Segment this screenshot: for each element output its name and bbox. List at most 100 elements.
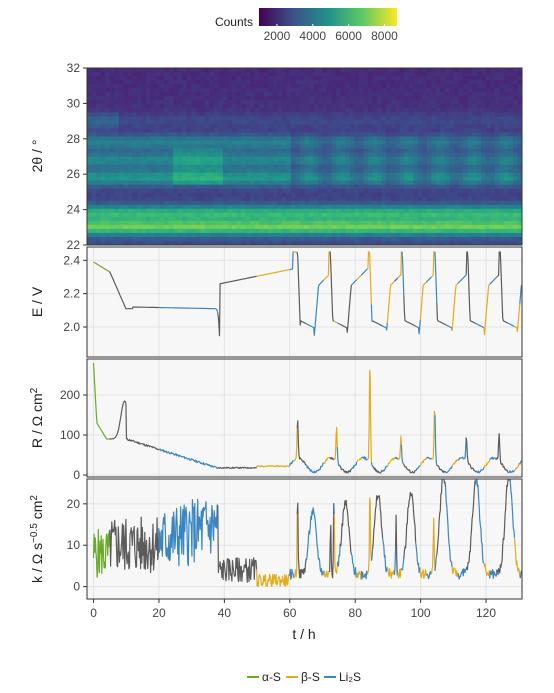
heatmap-cell	[363, 156, 369, 162]
heatmap-cell	[186, 92, 192, 97]
heatmap-cell	[422, 168, 428, 174]
heatmap-cell	[241, 100, 247, 105]
heatmap-cell	[173, 228, 179, 234]
heatmap-cell	[404, 236, 410, 242]
heatmap-cell	[204, 168, 210, 174]
resistance-line	[387, 457, 395, 467]
heatmap-cell	[386, 236, 392, 242]
heatmap-cell	[399, 140, 405, 146]
heatmap-cell	[227, 136, 233, 142]
heatmap-cell	[154, 188, 161, 194]
heatmap-cell	[213, 200, 220, 206]
heatmap-cell	[286, 232, 292, 238]
heatmap-cell	[354, 216, 360, 222]
heatmap-cell	[136, 132, 142, 137]
heatmap-cell	[268, 224, 274, 230]
heatmap-cell	[204, 152, 210, 158]
heatmap-cell	[123, 100, 129, 105]
heatmap-cell	[281, 184, 287, 190]
heatmap-cell	[204, 236, 210, 242]
heatmap-cell	[168, 208, 174, 214]
heatmap-cell	[177, 164, 183, 170]
heatmap-cell	[463, 152, 469, 158]
heatmap-cell	[476, 164, 482, 170]
colorbar-tick-label: 6000	[335, 29, 362, 43]
heatmap-cell	[512, 152, 519, 158]
heatmap-cell	[91, 92, 97, 97]
heatmap-cell	[127, 104, 133, 109]
heatmap-cell	[195, 208, 201, 214]
heatmap-cell	[372, 152, 378, 158]
heatmap-cell	[245, 240, 251, 245]
heatmap-cell	[186, 232, 192, 238]
heatmap-cell	[290, 120, 297, 125]
heatmap-cell	[250, 240, 256, 245]
heatmap-cell	[154, 140, 161, 146]
heatmap-cell	[508, 184, 514, 190]
heatmap-cell	[277, 180, 283, 186]
heatmap-cell	[345, 168, 351, 174]
heatmap-cell	[386, 168, 392, 174]
heatmap-cell	[154, 80, 161, 85]
heatmap-cell	[186, 144, 192, 150]
heatmap-cell	[367, 100, 374, 105]
heatmap-cell	[386, 204, 392, 210]
heatmap-cell	[118, 144, 124, 150]
heatmap-cell	[87, 80, 93, 85]
heatmap-cell	[363, 160, 369, 166]
heatmap-cell	[517, 68, 522, 73]
heatmap-cell	[440, 104, 446, 109]
heatmap-cell	[164, 180, 170, 186]
heatmap-cell	[517, 240, 522, 245]
heatmap-cell	[268, 80, 274, 85]
k-y-axis-title-sup2: 2	[29, 495, 40, 501]
heatmap-cell	[222, 188, 229, 194]
heatmap-cell	[340, 240, 346, 245]
heatmap-cell	[213, 132, 220, 137]
heatmap-cell	[127, 72, 133, 77]
heatmap-cell	[449, 144, 455, 150]
heatmap-cell	[444, 156, 451, 162]
heatmap-cell	[168, 240, 174, 245]
heatmap-cell	[154, 180, 161, 186]
heatmap-cell	[177, 132, 183, 137]
heatmap-cell	[286, 124, 292, 129]
heatmap-cell	[508, 212, 514, 218]
heatmap-cell	[485, 140, 491, 146]
heatmap-cell	[154, 216, 161, 222]
heatmap-cell	[426, 204, 432, 210]
heatmap-cell	[118, 172, 124, 178]
heatmap-cell	[123, 224, 129, 230]
heatmap-cell	[449, 228, 455, 234]
heatmap-cell	[372, 228, 378, 234]
heatmap-cell	[358, 156, 365, 162]
heatmap-cell	[512, 68, 519, 73]
heatmap-cell	[331, 92, 337, 97]
heatmap-cell	[467, 84, 473, 89]
heatmap-cell	[309, 148, 315, 154]
k-y-axis-title-mid: cm	[29, 501, 45, 524]
heatmap-cell	[286, 88, 292, 93]
heatmap-cell	[345, 200, 351, 206]
heatmap-cell	[100, 68, 106, 73]
heatmap-cell	[132, 220, 138, 226]
heatmap-cell	[236, 180, 242, 186]
heatmap-cell	[322, 172, 328, 178]
heatmap-cell	[322, 212, 328, 218]
heatmap-cell	[213, 124, 220, 129]
heatmap-cell	[331, 152, 337, 158]
heatmap-cell	[136, 188, 142, 194]
heatmap-cell	[272, 120, 278, 125]
heatmap-cell	[132, 76, 138, 81]
heatmap-cell	[204, 80, 210, 85]
heatmap-cell	[272, 160, 278, 166]
heatmap-cell	[454, 180, 460, 186]
heatmap-cell	[227, 84, 233, 89]
heatmap-cell	[499, 224, 505, 230]
heatmap-cell	[204, 124, 210, 129]
heatmap-cell	[395, 100, 401, 105]
heatmap-cell	[349, 128, 355, 133]
heatmap-cell	[395, 228, 401, 234]
heatmap-cell	[213, 108, 220, 113]
heatmap-cell	[431, 208, 437, 214]
